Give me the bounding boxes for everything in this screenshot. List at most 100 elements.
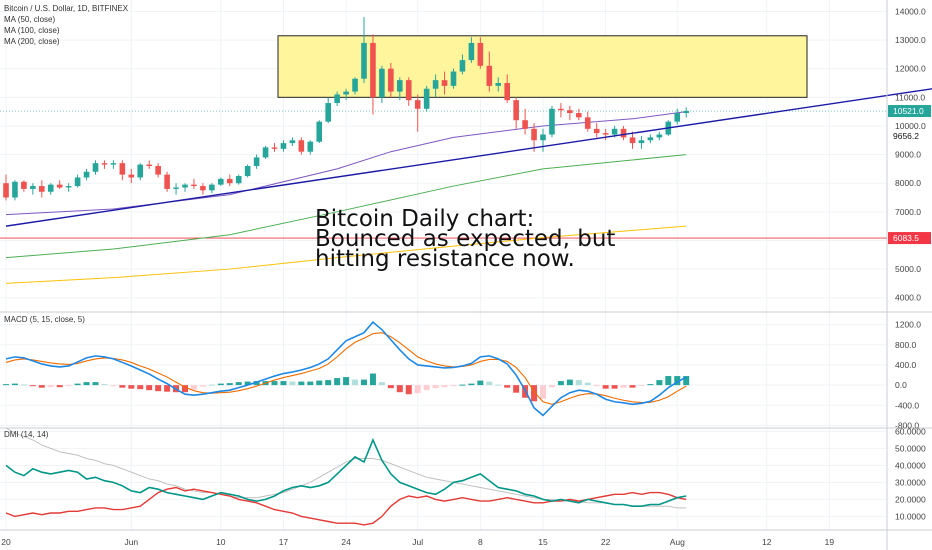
dmi-legend: DMI (14, 14) [4,430,49,439]
candle-body [262,147,269,158]
macd-histogram-bar [611,385,618,389]
macd-histogram-bar [638,385,645,387]
x-tick-label: 20 [1,537,11,547]
candle-body [164,174,170,189]
macd-histogram-bar [593,385,600,387]
candle-body [218,178,224,185]
candle-body [432,80,439,89]
candle-body [12,181,18,198]
y-tick-label: 9000.0 [895,150,921,160]
macd-histogram-bar [298,381,305,386]
candle-body [47,184,54,192]
candle-body [343,91,349,95]
y-tick-label: 400.0 [895,360,917,370]
macd-histogram-bar [486,381,493,386]
macd-histogram-bar [369,373,376,386]
x-tick-label: 8 [478,537,483,547]
candle-body [683,111,689,114]
y-tick-label: 40.0000 [895,460,926,470]
macd-histogram-bar [468,383,475,386]
candle-body [39,186,45,192]
macd-histogram-bar [146,385,153,391]
macd-histogram-bar [208,384,215,386]
candle-body [576,113,582,118]
macd-histogram-bar [378,382,385,386]
y-tick-label: 13000.0 [895,35,926,45]
ascending-trendline [5,88,932,227]
x-tick-label: 22 [601,537,611,547]
y-tick-label: 11000.0 [895,92,925,102]
candle-body [235,176,242,184]
candle-body [656,134,663,138]
candle-body [200,186,206,191]
candle-body [226,178,233,184]
macd-histogram-bar [137,385,144,390]
mid-price-tag [887,129,932,143]
last-price-tag [888,105,931,118]
candle-body [602,133,609,135]
macd-histogram-bar [325,380,332,386]
y-tick-label: 12000.0 [895,64,926,74]
x-tick-label: 24 [341,537,351,547]
ma50-legend: MA (50, close) [4,15,55,24]
macd-histogram-bar [602,385,609,389]
candle-body [423,88,430,109]
dmi-pane [5,427,687,526]
candle-body [30,186,36,189]
candle-body [513,100,519,121]
candle-body [674,113,681,122]
candle-body [253,157,260,167]
macd-histogram-bar [665,376,672,386]
macd-histogram-bar [74,383,81,386]
candle-body [298,140,305,152]
macd-pane [3,320,690,417]
candle-body [540,134,546,141]
annotation-line-2: Bounced as expected, but [315,226,615,252]
candle-body [504,83,510,101]
macd-histogram-bar [396,385,403,393]
macd-histogram-bar [56,385,63,388]
macd-histogram-bar [190,385,197,390]
candle-body [414,100,421,109]
candle-body [441,80,448,86]
candle-body [647,137,654,141]
candle-body [325,103,331,122]
candle-body [74,177,81,187]
candle-body [56,184,63,188]
candle-body [307,141,314,152]
macd-histogram-bar [557,381,564,386]
candle-body [155,166,161,175]
y-tick-label: 1200.0 [895,320,921,330]
macd-histogram-bar [647,384,654,386]
candle-body [209,184,215,191]
candle-body [3,183,9,198]
macd-histogram-bar [3,384,9,386]
last-price-label: 10521.0 [893,106,924,116]
y-tick-label: -400.0 [895,400,919,410]
candle-body [450,71,457,86]
macd-histogram-bar [620,385,627,388]
macd-histogram-bar [155,385,162,392]
y-tick-label: 50.0000 [895,443,926,453]
macd-histogram-bar [531,385,538,402]
candle-body [629,137,636,144]
x-tick-label: 19 [825,537,835,547]
candle-body [191,184,197,187]
y-tick-label: 8000.0 [895,178,921,188]
y-tick-label: 30.0000 [895,477,926,487]
y-tick-label: 5000.0 [895,264,921,274]
y-tick-label: 60.0000 [895,426,926,436]
macd-histogram-bar [450,385,457,387]
macd-histogram-bar [92,382,99,386]
macd-histogram-bar [280,381,287,386]
macd-histogram-bar [65,385,72,387]
macd-histogram-bar [405,385,412,395]
macd-histogram-bar [235,382,242,386]
candle-body [388,68,394,92]
y-tick-label: 4000.0 [895,293,921,303]
macd-histogram-bar [334,378,341,386]
y-tick-label: 20.0000 [895,494,926,504]
low-price-label: 6083.5 [893,233,919,243]
macd-histogram-bar [575,380,582,386]
candle-body [92,163,99,172]
